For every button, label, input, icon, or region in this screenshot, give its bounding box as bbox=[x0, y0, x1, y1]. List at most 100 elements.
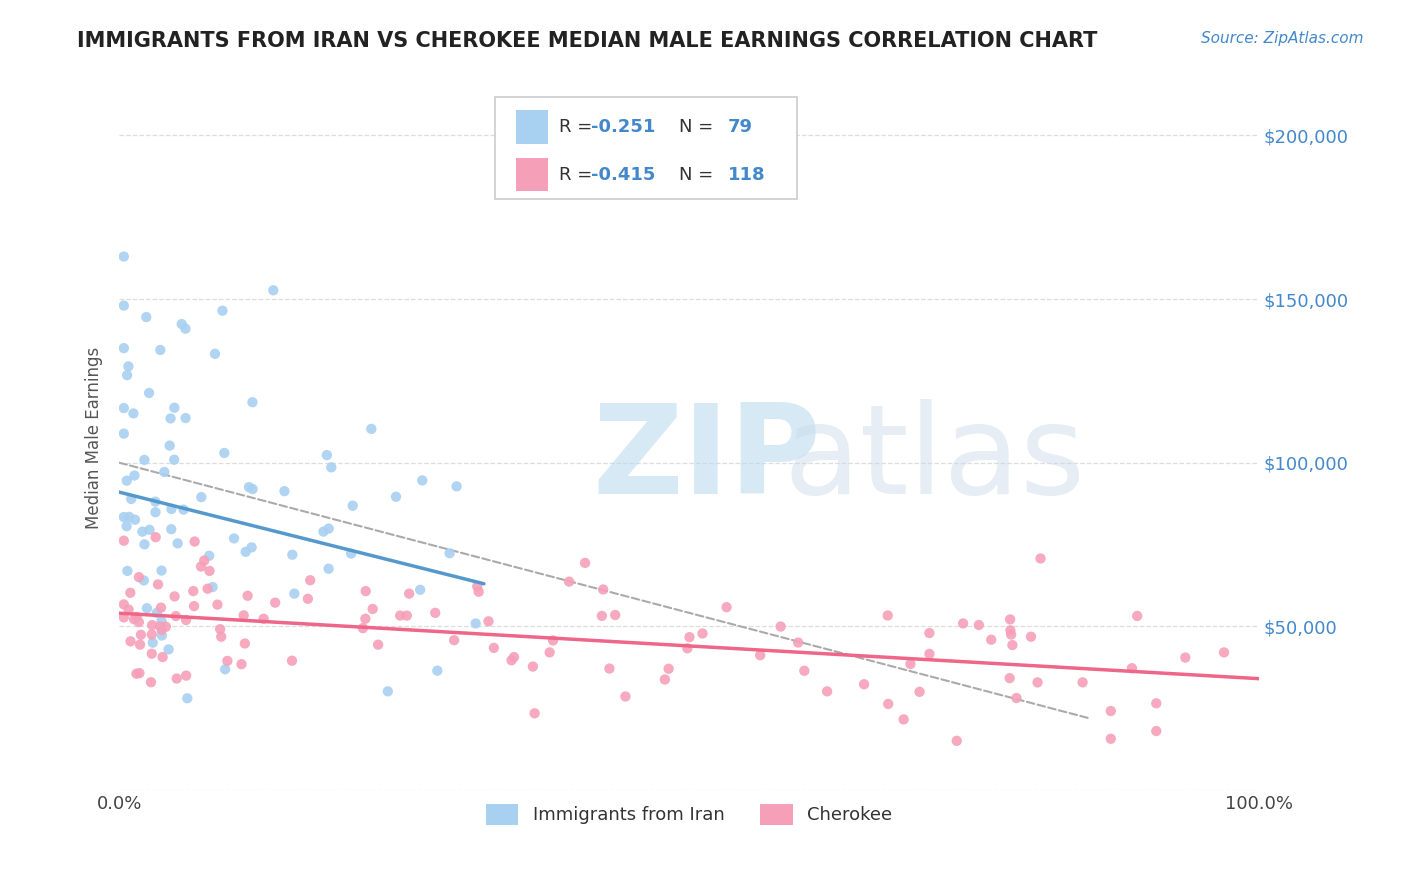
Point bbox=[211, 303, 233, 318]
Point bbox=[395, 608, 418, 623]
Point bbox=[1213, 645, 1236, 659]
Point bbox=[967, 618, 990, 632]
Point bbox=[174, 613, 197, 627]
Point bbox=[150, 600, 173, 615]
Point bbox=[209, 622, 232, 636]
Point bbox=[128, 570, 150, 584]
Point bbox=[1144, 696, 1167, 710]
Text: -0.415: -0.415 bbox=[591, 166, 655, 184]
Text: 118: 118 bbox=[728, 166, 765, 184]
Point bbox=[299, 573, 322, 587]
Point bbox=[605, 607, 627, 622]
Point bbox=[318, 522, 340, 536]
Point bbox=[426, 664, 449, 678]
Point bbox=[318, 562, 340, 576]
Point bbox=[1144, 724, 1167, 739]
Point bbox=[893, 713, 915, 727]
Point bbox=[190, 559, 212, 574]
Text: IMMIGRANTS FROM IRAN VS CHEROKEE MEDIAN MALE EARNINGS CORRELATION CHART: IMMIGRANTS FROM IRAN VS CHEROKEE MEDIAN … bbox=[77, 31, 1098, 51]
Point bbox=[181, 584, 204, 599]
Point bbox=[165, 609, 187, 624]
Point bbox=[749, 648, 772, 663]
Point bbox=[198, 564, 221, 578]
Point bbox=[163, 590, 186, 604]
Point bbox=[152, 650, 174, 665]
Point bbox=[876, 608, 898, 623]
Point bbox=[231, 657, 253, 672]
Point bbox=[360, 422, 382, 436]
Point bbox=[465, 579, 488, 593]
Point bbox=[1071, 675, 1094, 690]
Point bbox=[482, 640, 505, 655]
Point bbox=[112, 426, 135, 441]
Point bbox=[340, 547, 363, 561]
Point bbox=[214, 446, 236, 460]
Point bbox=[446, 479, 468, 493]
Point bbox=[952, 616, 974, 631]
Point bbox=[138, 523, 160, 537]
Point bbox=[591, 608, 613, 623]
Point bbox=[166, 672, 188, 686]
Point bbox=[209, 630, 232, 644]
Point bbox=[149, 619, 172, 633]
Point bbox=[522, 659, 544, 673]
Point bbox=[998, 612, 1021, 626]
Point bbox=[115, 368, 138, 383]
Text: N =: N = bbox=[657, 118, 718, 136]
Point bbox=[411, 474, 433, 488]
Point bbox=[716, 600, 738, 615]
Legend: Immigrants from Iran, Cherokee: Immigrants from Iran, Cherokee bbox=[477, 795, 901, 834]
Point bbox=[173, 502, 195, 516]
Point bbox=[141, 618, 163, 632]
Point bbox=[283, 587, 305, 601]
Point bbox=[1121, 661, 1143, 675]
Point bbox=[538, 645, 561, 659]
Point bbox=[222, 532, 245, 546]
Point bbox=[112, 401, 135, 415]
Point bbox=[1174, 650, 1197, 665]
Point bbox=[146, 577, 169, 591]
Point bbox=[193, 553, 215, 567]
Point bbox=[654, 673, 676, 687]
Point bbox=[240, 541, 263, 555]
Text: Source: ZipAtlas.com: Source: ZipAtlas.com bbox=[1201, 31, 1364, 46]
Point bbox=[354, 612, 377, 626]
Point bbox=[120, 634, 142, 648]
Point bbox=[157, 642, 180, 657]
Point bbox=[1026, 675, 1049, 690]
Point bbox=[163, 401, 186, 415]
Point bbox=[853, 677, 876, 691]
Point bbox=[1099, 731, 1122, 746]
Point bbox=[352, 621, 374, 635]
Point bbox=[389, 608, 412, 623]
Point bbox=[129, 628, 152, 642]
Y-axis label: Median Male Earnings: Median Male Earnings bbox=[86, 347, 103, 529]
Point bbox=[120, 586, 142, 600]
Point bbox=[115, 474, 138, 488]
Point bbox=[787, 635, 810, 649]
Point bbox=[129, 638, 152, 652]
Point bbox=[945, 734, 967, 748]
Point bbox=[217, 654, 239, 668]
Point bbox=[281, 548, 304, 562]
Point bbox=[128, 666, 150, 681]
Point bbox=[238, 480, 260, 494]
Point bbox=[122, 406, 145, 420]
Point bbox=[769, 619, 792, 633]
Point bbox=[367, 638, 389, 652]
Point bbox=[464, 616, 486, 631]
Point bbox=[439, 546, 461, 560]
Point bbox=[361, 602, 384, 616]
Point bbox=[297, 591, 319, 606]
Point bbox=[145, 505, 167, 519]
Point bbox=[877, 697, 900, 711]
Point bbox=[174, 321, 197, 335]
Point bbox=[1029, 551, 1052, 566]
Point bbox=[908, 685, 931, 699]
Point bbox=[377, 684, 399, 698]
Point bbox=[183, 599, 205, 614]
Text: R =: R = bbox=[560, 118, 598, 136]
Point bbox=[112, 610, 135, 624]
Point bbox=[1000, 624, 1022, 638]
Point bbox=[523, 706, 546, 721]
